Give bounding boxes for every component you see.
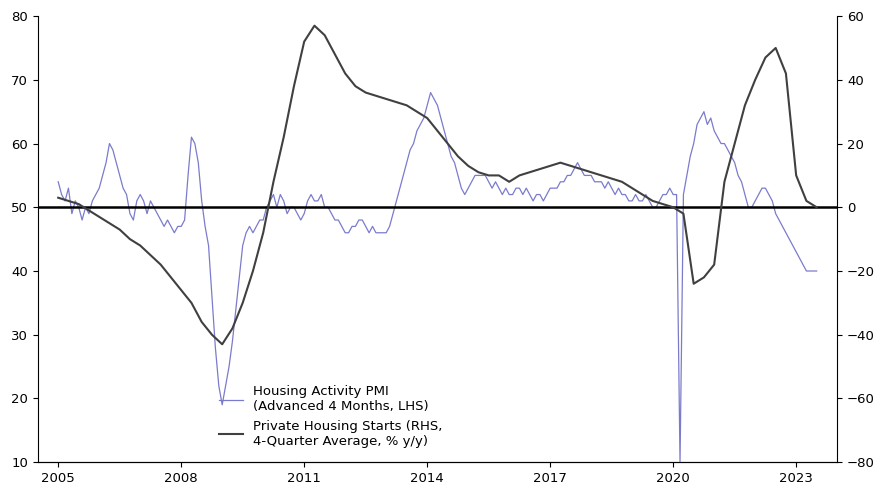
Private Housing Starts (RHS,
4-Quarter Average, % y/y) [309,23,320,29]
Housing Activity PMI
(Advanced 4 Months, LHS) [398,173,408,179]
Housing Activity PMI
(Advanced 4 Months, LHS) [675,459,686,465]
Private Housing Starts (RHS,
4-Quarter Average, % y/y) [53,195,64,201]
Housing Activity PMI
(Advanced 4 Months, LHS) [442,140,453,146]
Private Housing Starts (RHS,
4-Quarter Average, % y/y) [217,341,228,347]
Private Housing Starts (RHS,
4-Quarter Average, % y/y) [114,227,125,233]
Housing Activity PMI
(Advanced 4 Months, LHS) [367,223,377,229]
Private Housing Starts (RHS,
4-Quarter Average, % y/y) [648,198,658,204]
Private Housing Starts (RHS,
4-Quarter Average, % y/y) [750,77,760,83]
Line: Private Housing Starts (RHS,
4-Quarter Average, % y/y): Private Housing Starts (RHS, 4-Quarter A… [58,26,817,344]
Private Housing Starts (RHS,
4-Quarter Average, % y/y) [668,204,679,210]
Housing Activity PMI
(Advanced 4 Months, LHS) [346,223,357,229]
Housing Activity PMI
(Advanced 4 Months, LHS) [812,268,822,274]
Housing Activity PMI
(Advanced 4 Months, LHS) [221,383,231,389]
Line: Housing Activity PMI
(Advanced 4 Months, LHS): Housing Activity PMI (Advanced 4 Months,… [58,93,817,462]
Legend: Housing Activity PMI
(Advanced 4 Months, LHS), Private Housing Starts (RHS,
4-Qu: Housing Activity PMI (Advanced 4 Months,… [214,380,447,453]
Housing Activity PMI
(Advanced 4 Months, LHS) [425,90,436,96]
Private Housing Starts (RHS,
4-Quarter Average, % y/y) [698,274,709,280]
Private Housing Starts (RHS,
4-Quarter Average, % y/y) [812,204,822,210]
Housing Activity PMI
(Advanced 4 Months, LHS) [804,268,815,274]
Housing Activity PMI
(Advanced 4 Months, LHS) [53,179,64,185]
Private Housing Starts (RHS,
4-Quarter Average, % y/y) [678,211,688,217]
